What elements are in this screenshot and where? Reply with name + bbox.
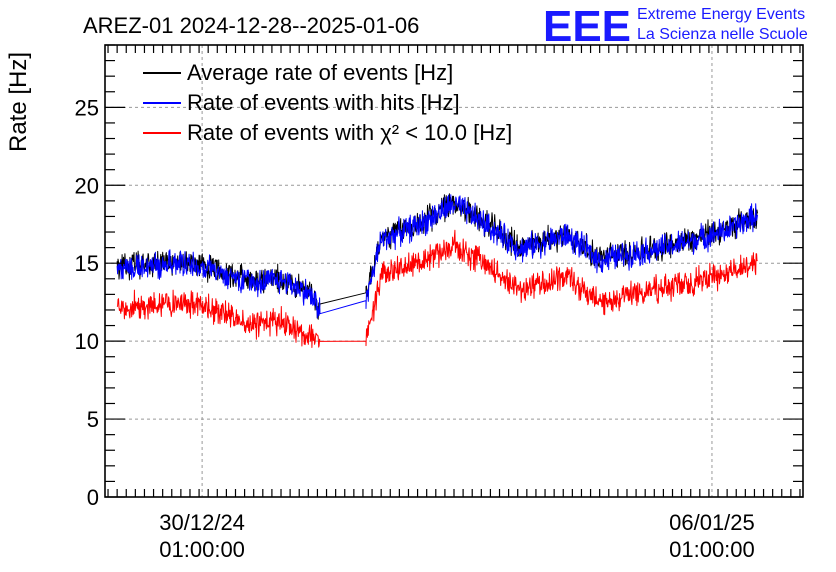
y-axis-label: Rate [Hz] [5, 52, 32, 152]
series-1 [116, 194, 758, 319]
eee-logo-line2: La Scienza nelle Scuole [637, 26, 808, 43]
eee-logo-mark: EEE [543, 2, 631, 51]
y-tick-label: 25 [75, 95, 99, 120]
x-tick-label-date: 06/01/25 [669, 510, 755, 535]
series-layer [116, 193, 758, 348]
eee-logo-line1: Extreme Energy Events [637, 6, 805, 23]
axes: 051015202530/12/2401:00:0006/01/2501:00:… [75, 44, 803, 562]
y-tick-label: 5 [87, 407, 99, 432]
x-tick-label-time: 01:00:00 [159, 537, 245, 562]
legend-label-hits: Rate of events with hits [Hz] [187, 90, 460, 115]
eee-logo: EEE Extreme Energy Events La Scienza nel… [543, 2, 808, 51]
legend-label-average: Average rate of events [Hz] [187, 60, 453, 85]
y-tick-label: 10 [75, 329, 99, 354]
y-tick-label: 20 [75, 173, 99, 198]
series-2 [116, 229, 758, 348]
legend-label-chi2: Rate of events with χ² < 10.0 [Hz] [187, 120, 512, 145]
legend: Average rate of events [Hz] Rate of even… [143, 60, 512, 145]
grid [105, 45, 803, 497]
y-tick-label: 0 [87, 485, 99, 510]
x-tick-label-date: 30/12/24 [159, 510, 245, 535]
series-line [116, 229, 758, 348]
x-tick-label-time: 01:00:00 [669, 537, 755, 562]
series-line [116, 194, 758, 319]
y-tick-label: 15 [75, 251, 99, 276]
chart-title: AREZ-01 2024-12-28--2025-01-06 [83, 13, 419, 38]
